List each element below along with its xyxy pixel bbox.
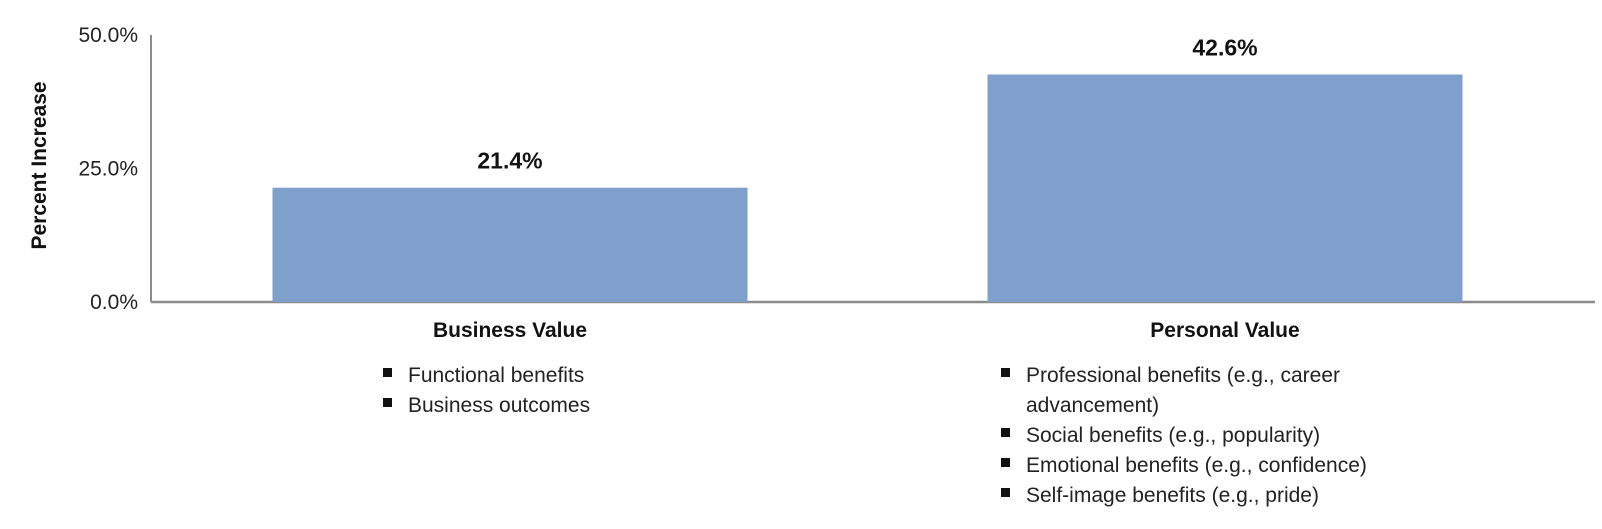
bullet-marker [1001, 488, 1010, 497]
benefit-list-item: advancement) [1026, 394, 1159, 417]
bar [272, 187, 748, 302]
benefit-list-item: Self-image benefits (e.g., pride) [1026, 484, 1319, 507]
y-tick-label: 0.0% [90, 291, 138, 314]
y-axis-title: Percent Increase [28, 81, 51, 249]
y-tick-label: 25.0% [78, 158, 138, 181]
bar-value-label: 21.4% [477, 148, 542, 174]
benefit-list-item: Business outcomes [408, 394, 590, 417]
category-label: Business Value [433, 319, 587, 342]
y-tick-label: 50.0% [78, 24, 138, 47]
bullet-marker [1001, 458, 1010, 467]
benefit-list-item: Functional benefits [408, 364, 584, 387]
bar [987, 74, 1463, 303]
bullet-marker [1001, 368, 1010, 377]
bullet-marker [383, 398, 392, 407]
bar-value-label: 42.6% [1192, 35, 1257, 61]
bullet-marker [383, 368, 392, 377]
category-label: Personal Value [1150, 319, 1299, 342]
benefit-list-item: Social benefits (e.g., popularity) [1026, 424, 1320, 447]
bar-layer [272, 74, 1463, 303]
detail-layer: Functional benefits Business outcomes Prof… [383, 364, 1367, 507]
benefit-list-item: Professional benefits (e.g., career [1026, 364, 1340, 387]
bullet-marker [1001, 428, 1010, 437]
benefit-list-item: Emotional benefits (e.g., confidence) [1026, 454, 1367, 477]
label-layer: 21.4% Business Value 42.6% Personal Value [433, 35, 1300, 342]
